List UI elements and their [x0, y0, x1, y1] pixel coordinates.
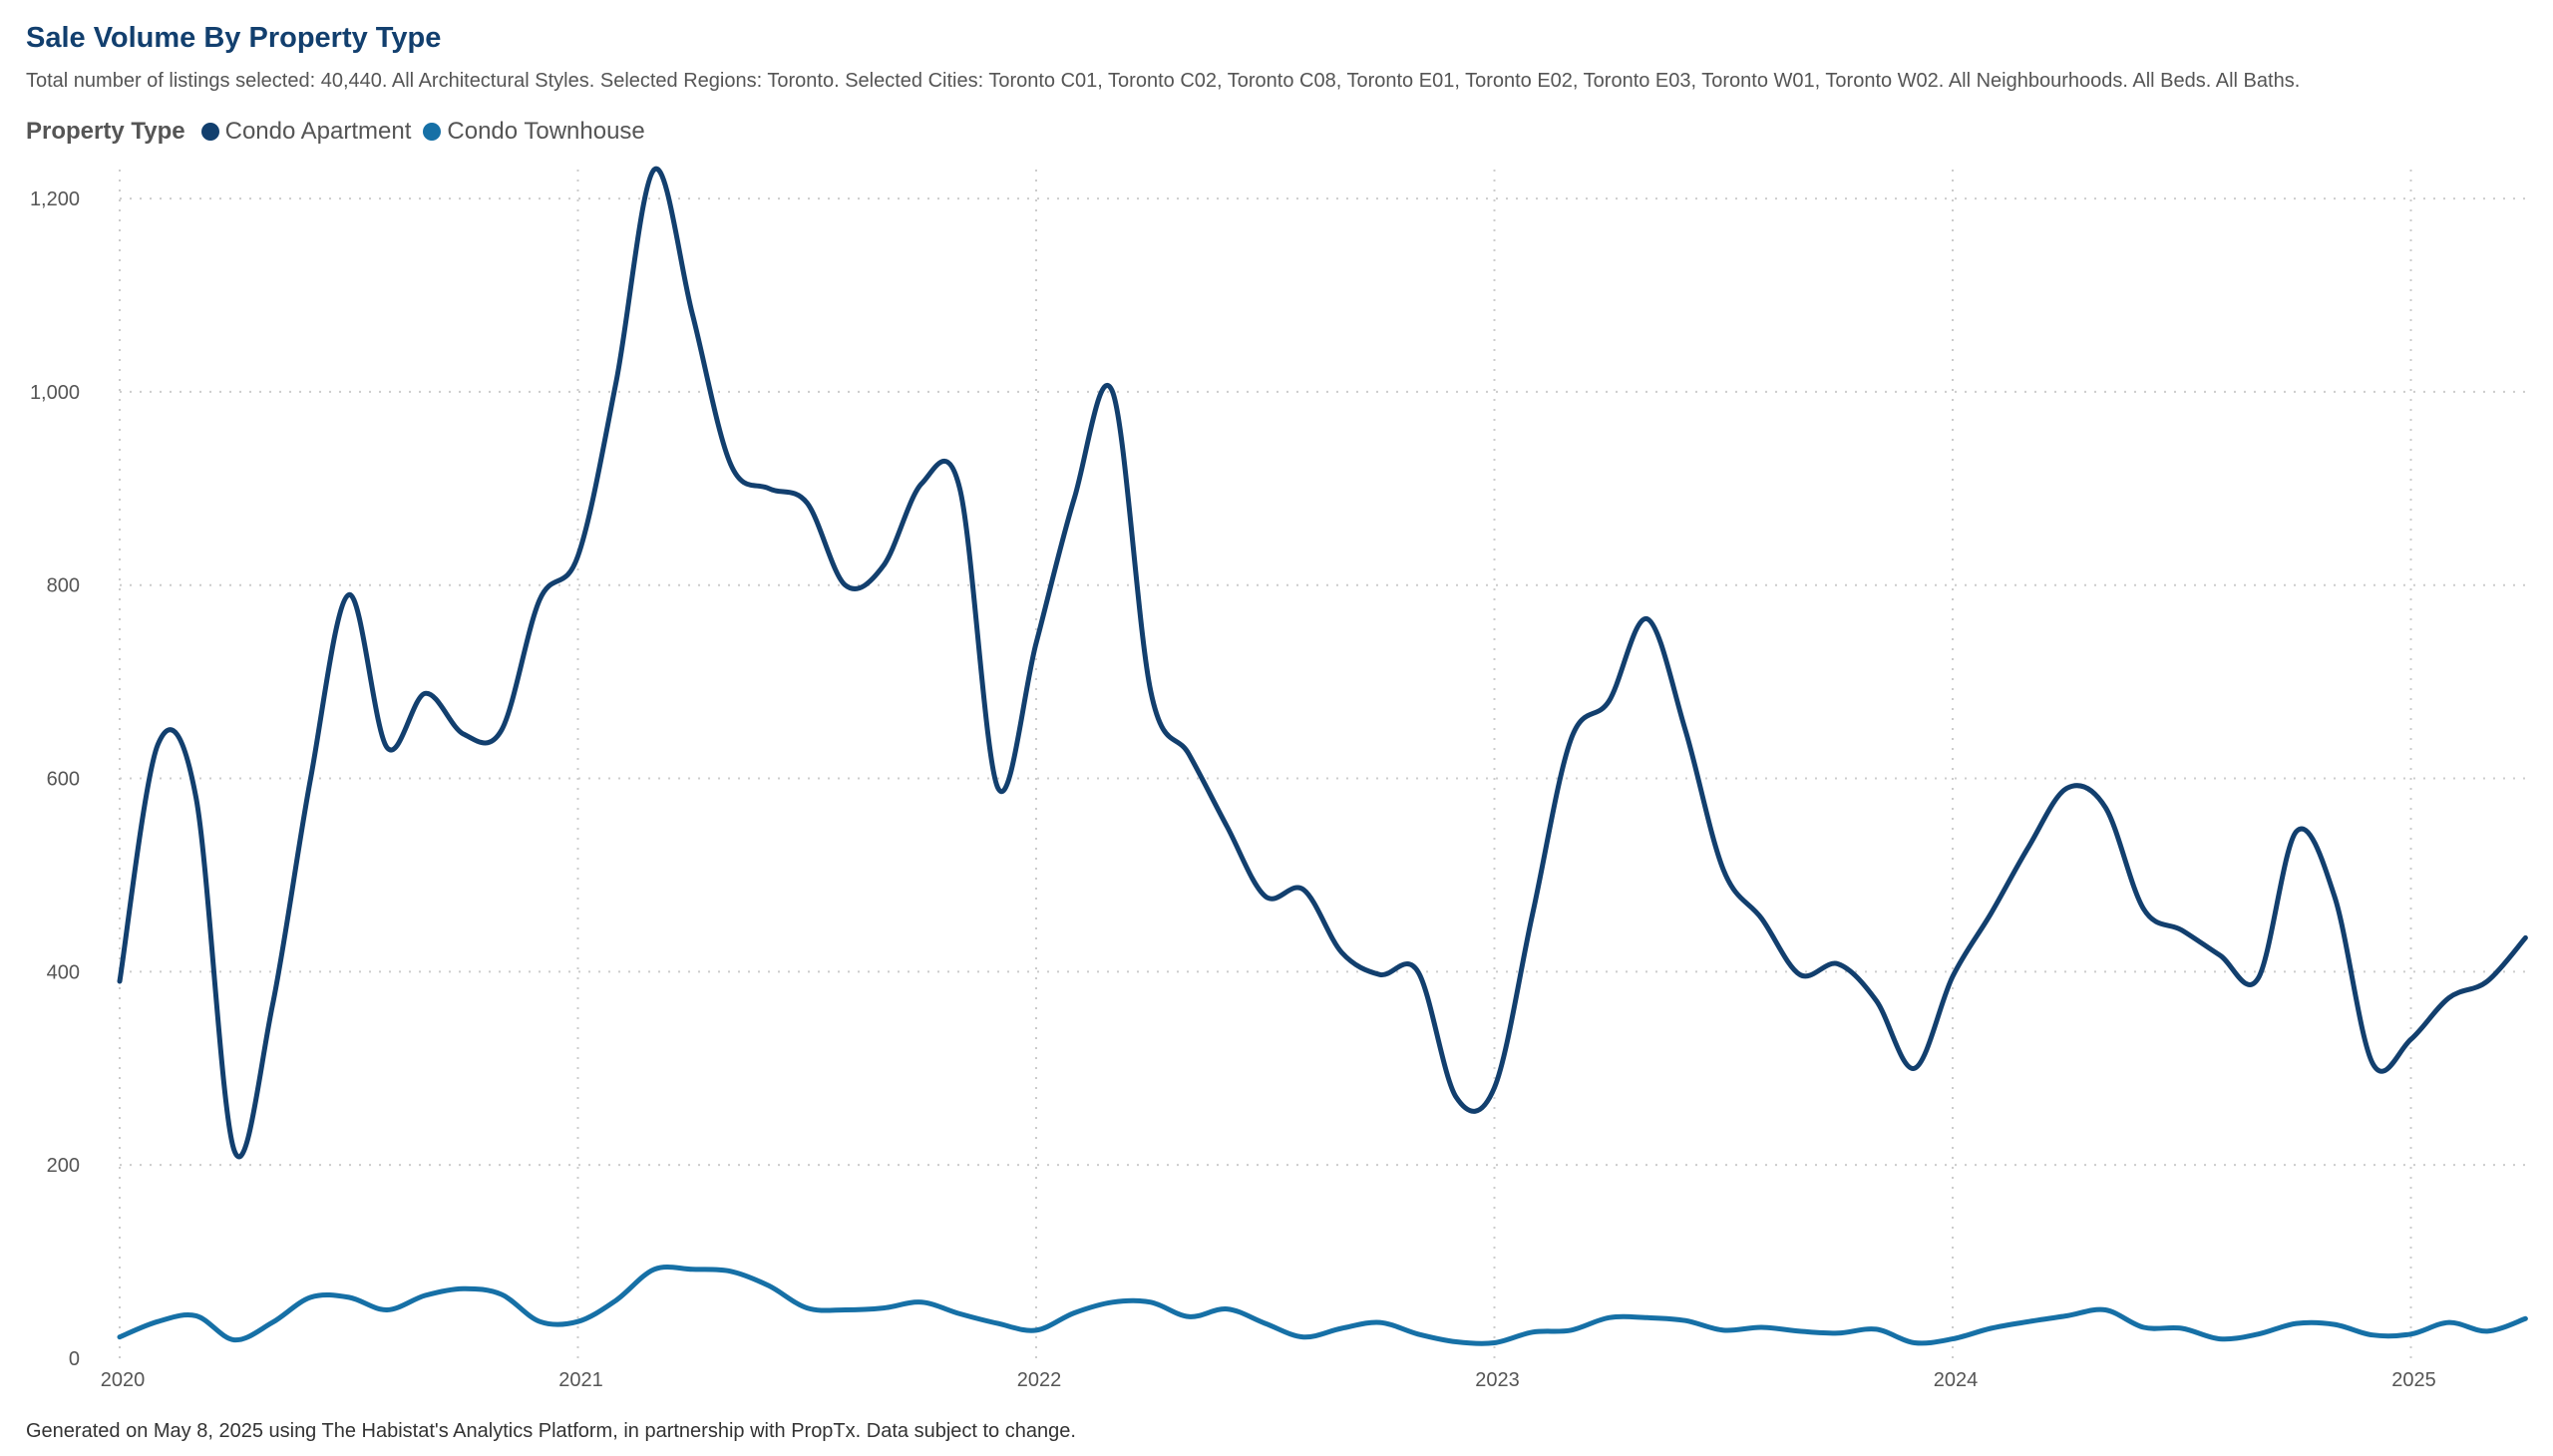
y-tick-label: 400: [47, 961, 80, 983]
y-tick-label: 1,200: [30, 188, 80, 210]
footer-note: Generated on May 8, 2025 using The Habis…: [26, 1420, 1076, 1442]
legend-label-condo-apartment: Condo Apartment: [224, 118, 412, 145]
y-tick-label: 1,000: [30, 382, 80, 404]
chart-title: Sale Volume By Property Type: [26, 22, 442, 54]
chart-subtitle: Total number of listings selected: 40,44…: [26, 70, 2301, 92]
x-tick-label: 2021: [558, 1369, 603, 1391]
x-tick-label: 2024: [1934, 1369, 1979, 1391]
y-tick-label: 800: [47, 575, 80, 597]
legend-dot-condo-apartment: [200, 123, 219, 141]
x-tick-label: 2025: [2391, 1369, 2436, 1391]
y-tick-label: 0: [69, 1348, 80, 1370]
legend: Property Type Condo Apartment Condo Town…: [26, 118, 657, 146]
series-line-condo-apartment[interactable]: [117, 166, 2528, 1160]
x-tick-label: 2022: [1017, 1369, 1062, 1391]
legend-item-condo-apartment[interactable]: Condo Apartment: [200, 118, 412, 146]
y-tick-label: 600: [47, 769, 80, 791]
series-layer: [117, 166, 2528, 1346]
x-tick-label: 2020: [101, 1369, 146, 1391]
axis-layer: 0 200 400 600 800 1,000 1,200 2020 2021 2022 2023 2…: [30, 188, 2436, 1391]
series-line-condo-townhouse[interactable]: [117, 1264, 2528, 1346]
y-tick-label: 200: [47, 1155, 80, 1177]
legend-dot-condo-townhouse: [423, 123, 442, 141]
x-tick-label: 2023: [1475, 1369, 1520, 1391]
legend-title: Property Type: [26, 118, 185, 145]
line-chart: 0 200 400 600 800 1,000 1,200 2020 2021 2022 2023 2…: [30, 166, 2528, 1391]
legend-label-condo-townhouse: Condo Townhouse: [447, 118, 645, 145]
grid-layer: [119, 170, 2528, 1358]
legend-item-condo-townhouse[interactable]: Condo Townhouse: [423, 118, 645, 146]
